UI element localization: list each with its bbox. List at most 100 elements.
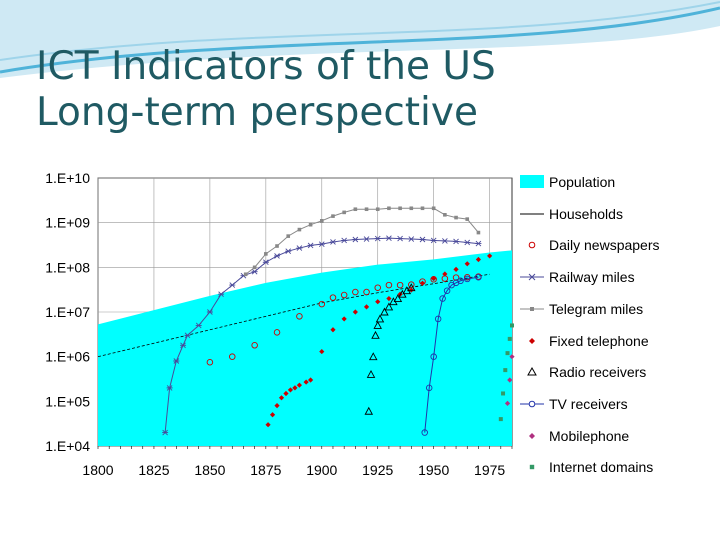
internet-domains-point bbox=[505, 351, 510, 356]
tv-receivers-point bbox=[430, 353, 437, 360]
tv-receivers-point bbox=[457, 277, 464, 285]
x-tick-label: 1975 bbox=[474, 462, 505, 478]
legend-swatch-tv-receivers bbox=[520, 400, 544, 408]
tv-receivers-series bbox=[421, 273, 482, 436]
internet-domains-point bbox=[501, 391, 506, 396]
fixed-telephone-point bbox=[453, 266, 459, 272]
tv-receivers-point bbox=[425, 384, 433, 392]
legend-swatch-mark bbox=[520, 175, 544, 188]
telegram-miles-point bbox=[353, 207, 358, 212]
x-tick-label: 1825 bbox=[138, 462, 169, 478]
legend-swatch-population bbox=[520, 175, 544, 188]
mobilephone-series bbox=[504, 354, 515, 406]
telegram-miles-point bbox=[264, 252, 268, 256]
radio-receivers-series bbox=[364, 283, 416, 415]
legend-swatch-mark bbox=[528, 400, 536, 408]
daily-newspapers-point bbox=[408, 281, 415, 288]
slide-title: ICT Indicators of the US Long-term persp… bbox=[36, 44, 496, 136]
railway-miles-point bbox=[162, 429, 169, 436]
tv-receivers-point bbox=[463, 275, 471, 283]
tv-receivers-line bbox=[424, 276, 479, 433]
legend-swatch-radio-receivers bbox=[527, 367, 537, 376]
fixed-telephone-point bbox=[296, 382, 303, 388]
daily-newspapers-point bbox=[229, 353, 236, 360]
railway-miles-point bbox=[363, 236, 370, 242]
population-series bbox=[98, 250, 512, 446]
railway-miles-point bbox=[285, 248, 292, 254]
fixed-telephone-point bbox=[431, 275, 437, 282]
telegram-miles-point bbox=[275, 244, 279, 248]
legend-swatch-mobilephone bbox=[529, 432, 535, 439]
telegram-miles-series bbox=[243, 206, 481, 277]
internet-domains-point bbox=[510, 323, 514, 328]
legend-label-population: Population bbox=[549, 174, 616, 190]
fixed-telephone-point bbox=[363, 304, 370, 310]
telegram-miles-point bbox=[342, 210, 346, 215]
legend-swatch-mark bbox=[528, 242, 536, 249]
legend-label-fixed-telephone: Fixed telephone bbox=[549, 332, 649, 349]
radio-receivers-point bbox=[393, 294, 403, 303]
tv-receivers-point bbox=[475, 273, 482, 281]
daily-newspapers-point bbox=[206, 358, 214, 366]
radio-receivers-point bbox=[369, 352, 378, 361]
fixed-telephone-point bbox=[269, 412, 276, 418]
telegram-miles-point bbox=[308, 222, 313, 227]
legend-swatch-households bbox=[520, 213, 544, 215]
y-tick-label: 1.E+09 bbox=[45, 215, 90, 231]
daily-newspapers-point bbox=[463, 273, 471, 281]
railway-miles-point bbox=[180, 342, 187, 349]
legend-swatch-railway-miles bbox=[520, 273, 544, 281]
y-tick-label: 1.E+05 bbox=[45, 393, 90, 409]
telegram-miles-point bbox=[409, 206, 414, 211]
x-tick-label: 1875 bbox=[250, 462, 281, 478]
railway-miles-point bbox=[385, 235, 392, 241]
telegram-miles-point bbox=[431, 206, 436, 211]
y-tick-label: 1.E+06 bbox=[45, 349, 90, 365]
legend-swatch-daily-newspapers bbox=[528, 242, 536, 249]
legend-label-tv-receivers: TV receivers bbox=[549, 395, 628, 412]
y-tick-label: 1.E+04 bbox=[45, 438, 90, 454]
legend-swatch-mark bbox=[528, 273, 536, 281]
legend-label-railway-miles: Railway miles bbox=[549, 269, 635, 286]
fixed-telephone-point bbox=[283, 390, 289, 397]
telegram-miles-point bbox=[331, 214, 335, 218]
railway-miles-series bbox=[162, 235, 482, 436]
households-line bbox=[97, 273, 490, 358]
y-tick-label: 1.E+10 bbox=[45, 170, 90, 186]
railway-miles-point bbox=[229, 282, 236, 288]
fixed-telephone-point bbox=[442, 271, 448, 277]
daily-newspapers-point bbox=[340, 291, 348, 299]
fixed-telephone-point bbox=[375, 299, 381, 305]
fixed-telephone-point bbox=[341, 316, 347, 322]
radio-receivers-point bbox=[373, 320, 382, 329]
legend-swatch-mark bbox=[527, 367, 537, 376]
radio-receivers-point bbox=[407, 283, 416, 292]
telegram-miles-point bbox=[476, 230, 481, 235]
telegram-miles-point bbox=[297, 227, 302, 232]
fixed-telephone-point bbox=[292, 385, 298, 391]
daily-newspapers-point bbox=[396, 281, 404, 289]
radio-receivers-point bbox=[366, 369, 376, 378]
railway-miles-point bbox=[441, 238, 448, 244]
telegram-miles-point bbox=[387, 206, 391, 211]
railway-miles-point bbox=[296, 245, 303, 251]
telegram-miles-point bbox=[319, 219, 324, 223]
y-tick-label: 1.E+08 bbox=[45, 259, 90, 275]
header-swoosh-accent-2 bbox=[0, 1, 720, 61]
legend-label-radio-receivers: Radio receivers bbox=[549, 364, 647, 381]
slide-title-line-1: ICT Indicators of the US bbox=[36, 44, 496, 89]
fixed-telephone-point bbox=[352, 309, 358, 315]
slide-title-line-2: Long-term perspective bbox=[36, 90, 478, 135]
fixed-telephone-point bbox=[386, 295, 392, 302]
daily-newspapers-point bbox=[251, 342, 258, 349]
railway-miles-point bbox=[318, 241, 325, 247]
mobilephone-point bbox=[504, 400, 511, 406]
legend-label-daily-newspapers: Daily newspapers bbox=[549, 237, 660, 254]
railway-miles-point bbox=[341, 237, 348, 244]
legend-swatch-mark bbox=[530, 306, 534, 311]
daily-newspapers-point bbox=[352, 288, 359, 296]
railway-miles-point bbox=[453, 238, 460, 245]
x-tick-label: 1850 bbox=[194, 462, 225, 478]
legend-swatch-fixed-telephone bbox=[529, 337, 535, 344]
